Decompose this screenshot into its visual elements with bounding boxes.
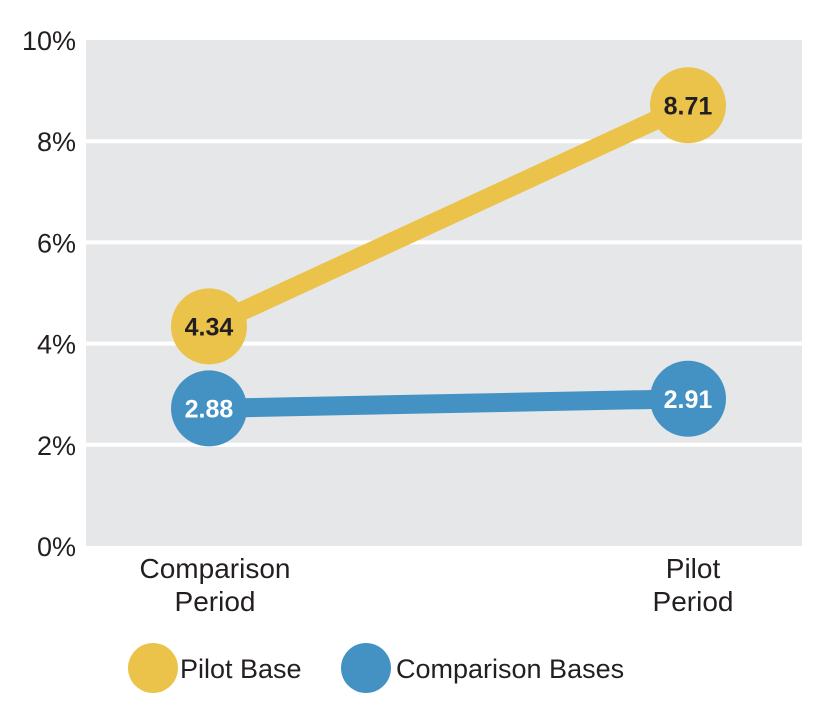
series-lines [199,95,698,418]
legend-swatch [128,643,178,693]
y-tick-label: 8% [37,127,76,157]
y-tick-label: 10% [22,26,76,56]
y-tick-label: 4% [37,330,76,360]
data-label: 2.88 [185,395,234,423]
legend-swatch [341,643,391,693]
series-points: 4.34 8.71 2.88 2.91 [171,67,726,447]
legend: Pilot Base Comparison Bases [128,643,624,693]
data-label: 2.91 [664,386,713,414]
data-label: 8.71 [664,92,713,120]
y-tick-label: 0% [37,532,76,562]
data-point [650,67,726,144]
data-point [171,288,247,365]
y-axis-ticks: 0% 2% 4% 6% 8% 10% [22,26,76,562]
x-category-label: Pilot [666,553,721,584]
data-point [171,370,247,447]
legend-label: Comparison Bases [396,654,624,684]
x-category-label: Comparison [140,553,291,584]
x-category-label: Period [175,586,256,617]
legend-label: Pilot Base [180,654,302,684]
data-label: 4.34 [185,313,234,341]
y-tick-label: 6% [37,228,76,258]
y-tick-label: 2% [37,431,76,461]
series-line-1 [199,389,698,418]
x-category-label: Period [653,586,734,617]
series-line-0 [199,95,698,336]
data-point [650,360,726,437]
